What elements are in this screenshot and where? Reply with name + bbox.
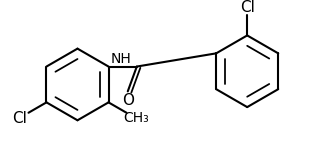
- Text: Cl: Cl: [12, 111, 27, 126]
- Text: O: O: [122, 93, 134, 108]
- Text: CH₃: CH₃: [123, 111, 149, 125]
- Text: NH: NH: [111, 52, 132, 66]
- Text: Cl: Cl: [240, 0, 255, 15]
